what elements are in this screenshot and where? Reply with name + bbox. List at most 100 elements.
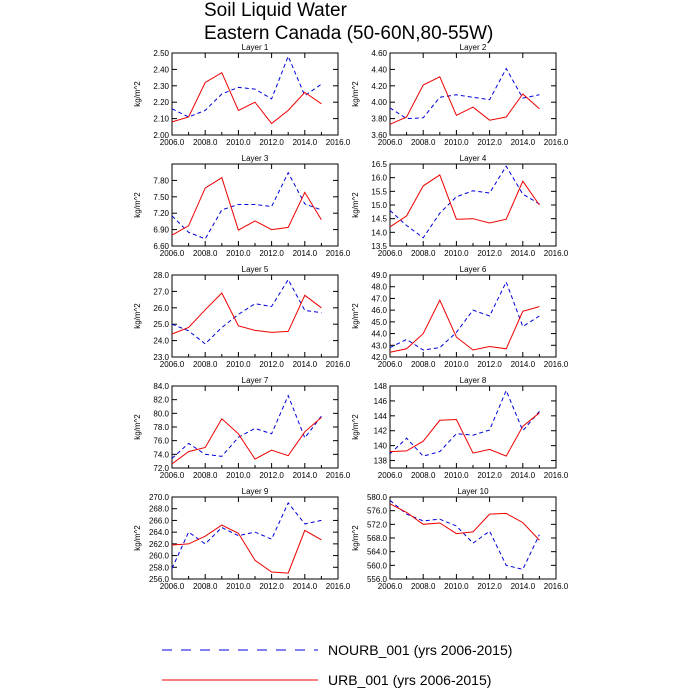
y-axis-label: kg/m^2 <box>351 303 360 329</box>
x-tick-label: 2016.0 <box>544 249 569 258</box>
x-tick-label: 2016.0 <box>326 360 351 369</box>
figure-subtitle: Eastern Canada (50-60N,80-55W) <box>204 23 493 44</box>
x-tick-label: 2012.0 <box>477 582 502 591</box>
series-line-nourb <box>171 54 322 118</box>
y-tick-label: 16.5 <box>371 160 387 169</box>
x-tick-label: 2006.0 <box>378 582 403 591</box>
x-tick-label: 2014.0 <box>293 138 318 147</box>
series-line-urb <box>389 412 540 457</box>
panel-layer-6: Layer 6 kg/m^2 2006.0 2008.0 2010.0 2012.0 201… <box>351 265 569 369</box>
panel-layer-8: Layer 8 kg/m^2 2006.0 2008.0 2010.0 2012.0 201… <box>351 376 569 480</box>
y-axis-label: kg/m^2 <box>351 192 360 218</box>
y-tick-label: 26.0 <box>153 304 169 313</box>
x-tick-label: 2006.0 <box>160 138 185 147</box>
y-axis-label: kg/m^2 <box>351 81 360 107</box>
y-tick-label: 46.0 <box>371 306 387 315</box>
plot-frame <box>389 385 557 469</box>
y-tick-label: 256.0 <box>149 575 170 584</box>
panel-layer-1: Layer 1 kg/m^2 2006.0 2008.0 2010.0 2012.0 201… <box>133 43 351 147</box>
x-tick-label: 2006.0 <box>378 249 403 258</box>
panel-title: Layer 10 <box>457 487 489 496</box>
x-tick-label: 2012.0 <box>259 138 284 147</box>
x-tick-label: 2016.0 <box>326 582 351 591</box>
y-tick-label: 16.0 <box>371 174 387 183</box>
panel-layer-9: Layer 9 kg/m^2 2006.0 2008.0 2010.0 2012.0 201… <box>133 487 351 591</box>
y-tick-label: 266.0 <box>149 516 170 525</box>
plot-frame <box>171 274 339 358</box>
y-axis-label: kg/m^2 <box>133 81 142 107</box>
x-tick-label: 2016.0 <box>544 471 569 480</box>
y-tick-label: 72.0 <box>153 464 169 473</box>
y-tick-label: 560.0 <box>367 561 388 570</box>
y-axis-label: kg/m^2 <box>351 414 360 440</box>
y-tick-label: 27.0 <box>153 287 169 296</box>
panel-title: Layer 1 <box>242 43 269 52</box>
y-tick-label: 82.0 <box>153 396 169 405</box>
series-line-nourb <box>389 500 540 570</box>
y-tick-label: 80.0 <box>153 409 169 418</box>
y-axis-label: kg/m^2 <box>133 192 142 218</box>
y-tick-label: 15.5 <box>371 187 387 196</box>
y-axis-label: kg/m^2 <box>351 525 360 551</box>
y-tick-label: 4.60 <box>371 49 387 58</box>
x-tick-label: 2012.0 <box>259 249 284 258</box>
y-tick-label: 43.0 <box>371 341 387 350</box>
y-tick-label: 24.0 <box>153 337 169 346</box>
y-axis-label: kg/m^2 <box>133 414 142 440</box>
figure-title: Soil Liquid Water <box>204 0 348 21</box>
x-tick-label: 2014.0 <box>511 582 536 591</box>
plot-frame <box>389 52 557 136</box>
panel-layer-2: Layer 2 kg/m^2 2006.0 2008.0 2010.0 2012.0 201… <box>351 43 569 147</box>
x-tick-label: 2010.0 <box>444 249 469 258</box>
x-tick-label: 2012.0 <box>259 471 284 480</box>
series-line-urb <box>171 292 322 335</box>
y-tick-label: 45.0 <box>371 318 387 327</box>
series-line-urb <box>389 503 540 541</box>
series-line-nourb <box>171 278 322 345</box>
y-tick-label: 44.0 <box>371 330 387 339</box>
series-line-nourb <box>171 394 322 459</box>
panel-layer-3: Layer 3 kg/m^2 2006.0 2008.0 2010.0 2012.0 201… <box>133 154 351 258</box>
y-tick-label: 556.0 <box>367 575 388 584</box>
x-tick-label: 2014.0 <box>293 582 318 591</box>
x-tick-label: 2008.0 <box>193 249 218 258</box>
x-tick-label: 2008.0 <box>193 582 218 591</box>
x-tick-label: 2016.0 <box>544 138 569 147</box>
plot-frame <box>171 385 339 469</box>
y-tick-label: 42.0 <box>371 353 387 362</box>
plot-frame <box>171 52 339 136</box>
series-line-urb <box>171 417 322 465</box>
x-tick-label: 2008.0 <box>411 471 436 480</box>
y-axis-label: kg/m^2 <box>133 525 142 551</box>
x-tick-label: 2012.0 <box>259 360 284 369</box>
y-tick-label: 142 <box>374 427 388 436</box>
x-tick-label: 2010.0 <box>444 138 469 147</box>
y-tick-label: 47.0 <box>371 294 387 303</box>
x-tick-label: 2006.0 <box>160 471 185 480</box>
y-tick-label: 7.80 <box>153 176 169 185</box>
y-tick-label: 13.5 <box>371 242 387 251</box>
x-tick-label: 2008.0 <box>411 138 436 147</box>
x-tick-label: 2006.0 <box>160 582 185 591</box>
y-tick-label: 264.0 <box>149 528 170 537</box>
x-tick-label: 2008.0 <box>193 471 218 480</box>
series-line-nourb <box>389 280 540 351</box>
y-tick-label: 7.20 <box>153 209 169 218</box>
y-tick-label: 2.30 <box>153 82 169 91</box>
x-tick-label: 2012.0 <box>477 138 502 147</box>
panel-title: Layer 8 <box>460 376 487 385</box>
y-tick-label: 2.20 <box>153 98 169 107</box>
x-tick-label: 2008.0 <box>411 249 436 258</box>
y-tick-label: 4.00 <box>371 98 387 107</box>
y-tick-label: 78.0 <box>153 423 169 432</box>
y-tick-label: 25.0 <box>153 320 169 329</box>
y-tick-label: 3.60 <box>371 131 387 140</box>
x-tick-label: 2016.0 <box>326 249 351 258</box>
y-tick-label: 6.60 <box>153 242 169 251</box>
y-tick-label: 2.40 <box>153 65 169 74</box>
x-tick-label: 2014.0 <box>293 471 318 480</box>
x-tick-label: 2006.0 <box>160 360 185 369</box>
panel-layer-10: Layer 10 kg/m^2 2006.0 2008.0 2010.0 2012.0 20… <box>351 487 569 591</box>
x-tick-label: 2014.0 <box>293 249 318 258</box>
panel-title: Layer 5 <box>242 265 269 274</box>
